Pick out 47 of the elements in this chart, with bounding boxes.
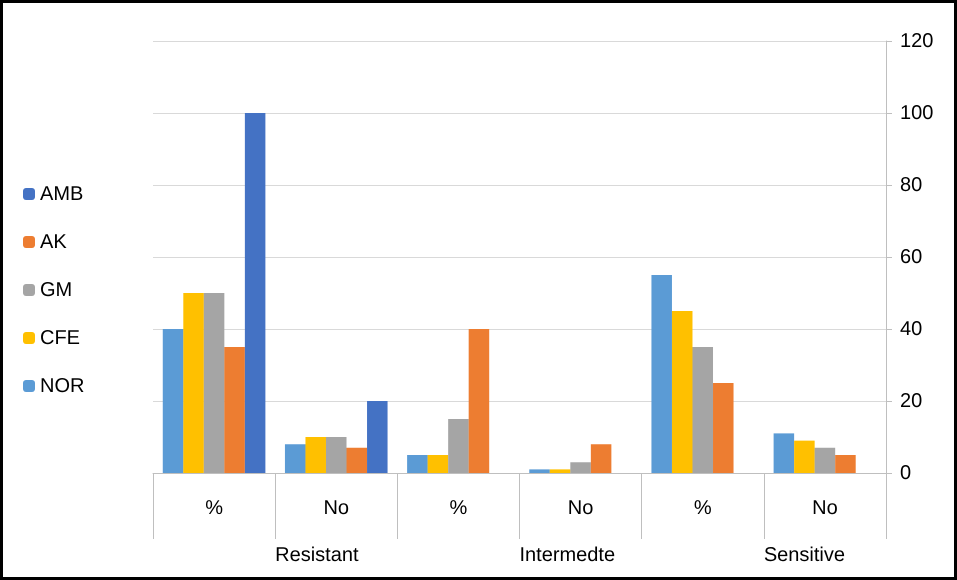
x-tick-label: No (568, 497, 594, 519)
bar (550, 469, 570, 473)
bar (224, 347, 245, 473)
bar (244, 113, 266, 473)
bar (794, 440, 815, 473)
bar (570, 462, 591, 473)
x-tick-label: % (450, 497, 468, 519)
bar (468, 329, 490, 473)
bar (204, 293, 224, 473)
bar (305, 437, 326, 473)
bar (590, 444, 612, 473)
y-tick-label: 0 (900, 462, 912, 484)
legend-label: AK (40, 231, 68, 253)
bar (529, 469, 550, 473)
legend-label: GM (40, 279, 72, 301)
bar (774, 433, 794, 473)
bar (448, 419, 469, 473)
y-tick-label: 100 (900, 102, 934, 124)
bar (692, 347, 714, 473)
y-tick-label: 80 (900, 174, 922, 196)
bar (651, 275, 672, 473)
bar (183, 293, 204, 473)
y-tick-label: 40 (900, 318, 922, 340)
legend-label: NOR (40, 375, 84, 397)
text: Sensitive (764, 544, 845, 566)
y-tick-label: 20 (900, 390, 922, 412)
legend-label: AMB (40, 183, 84, 205)
x-tick-label: No (812, 497, 838, 519)
bar (407, 455, 428, 473)
bar (814, 448, 836, 473)
bar (672, 311, 692, 473)
x-tick-label: % (694, 497, 712, 519)
bar (346, 448, 368, 473)
x-tick-label: No (323, 497, 350, 519)
bar (367, 401, 388, 473)
bar (326, 437, 347, 473)
y-tick-label: 60 (900, 246, 922, 268)
text: Intermedte (520, 544, 616, 566)
legend-label: CFE (40, 327, 80, 349)
bar (835, 455, 856, 473)
bar (428, 455, 448, 473)
bar (284, 444, 306, 473)
text: Resistant (275, 544, 359, 566)
x-tick-label: % (205, 497, 224, 519)
y-tick-label: 120 (900, 30, 934, 52)
bar (162, 329, 184, 473)
bar (713, 383, 734, 473)
